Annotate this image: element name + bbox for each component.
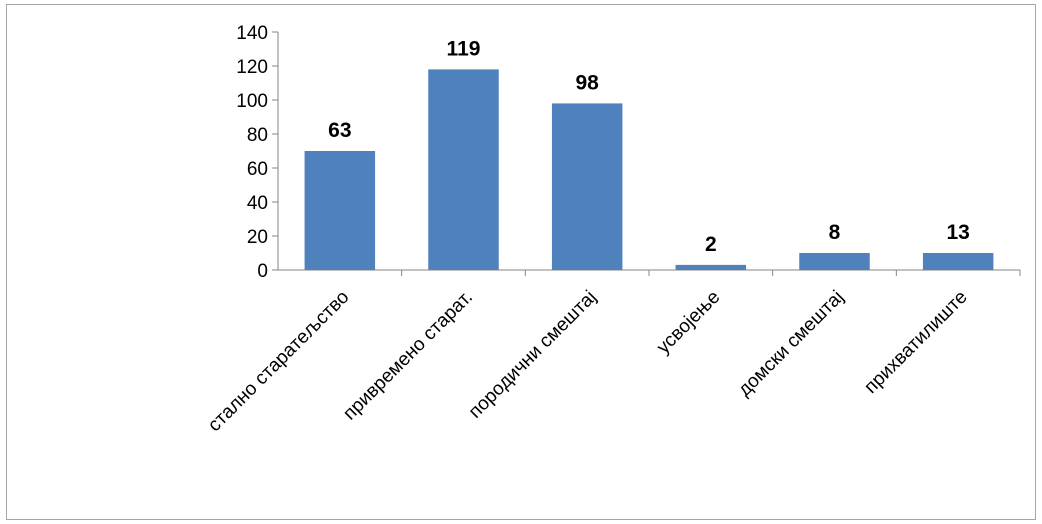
y-tick-label: 120 — [236, 57, 268, 78]
bar — [675, 264, 747, 270]
category-label: привремено старат. — [339, 287, 477, 425]
y-tick-label: 100 — [236, 91, 268, 112]
bar — [551, 103, 623, 271]
bar — [428, 69, 499, 271]
data-label: 13 — [946, 221, 969, 244]
y-tick-label: 80 — [247, 125, 268, 146]
category-label: домски смештај — [734, 287, 848, 401]
data-label: 98 — [575, 71, 599, 94]
data-label: 63 — [328, 119, 351, 142]
y-tick-label: 0 — [257, 261, 268, 282]
category-label: стално старатељство — [204, 287, 353, 436]
y-tick-label: 60 — [247, 159, 268, 180]
data-label: 8 — [829, 221, 841, 244]
bar — [922, 253, 994, 270]
category-label: прихватилиште — [860, 287, 971, 398]
category-label: породични смештај — [465, 287, 601, 423]
data-label: 119 — [447, 37, 481, 60]
y-tick-label: 40 — [247, 193, 268, 214]
data-label: 2 — [705, 233, 717, 256]
y-tick-label: 140 — [236, 23, 268, 44]
y-tick-label: 20 — [247, 227, 268, 248]
bar — [799, 253, 870, 270]
category-label: усвојење — [653, 287, 724, 358]
bar — [304, 151, 376, 270]
